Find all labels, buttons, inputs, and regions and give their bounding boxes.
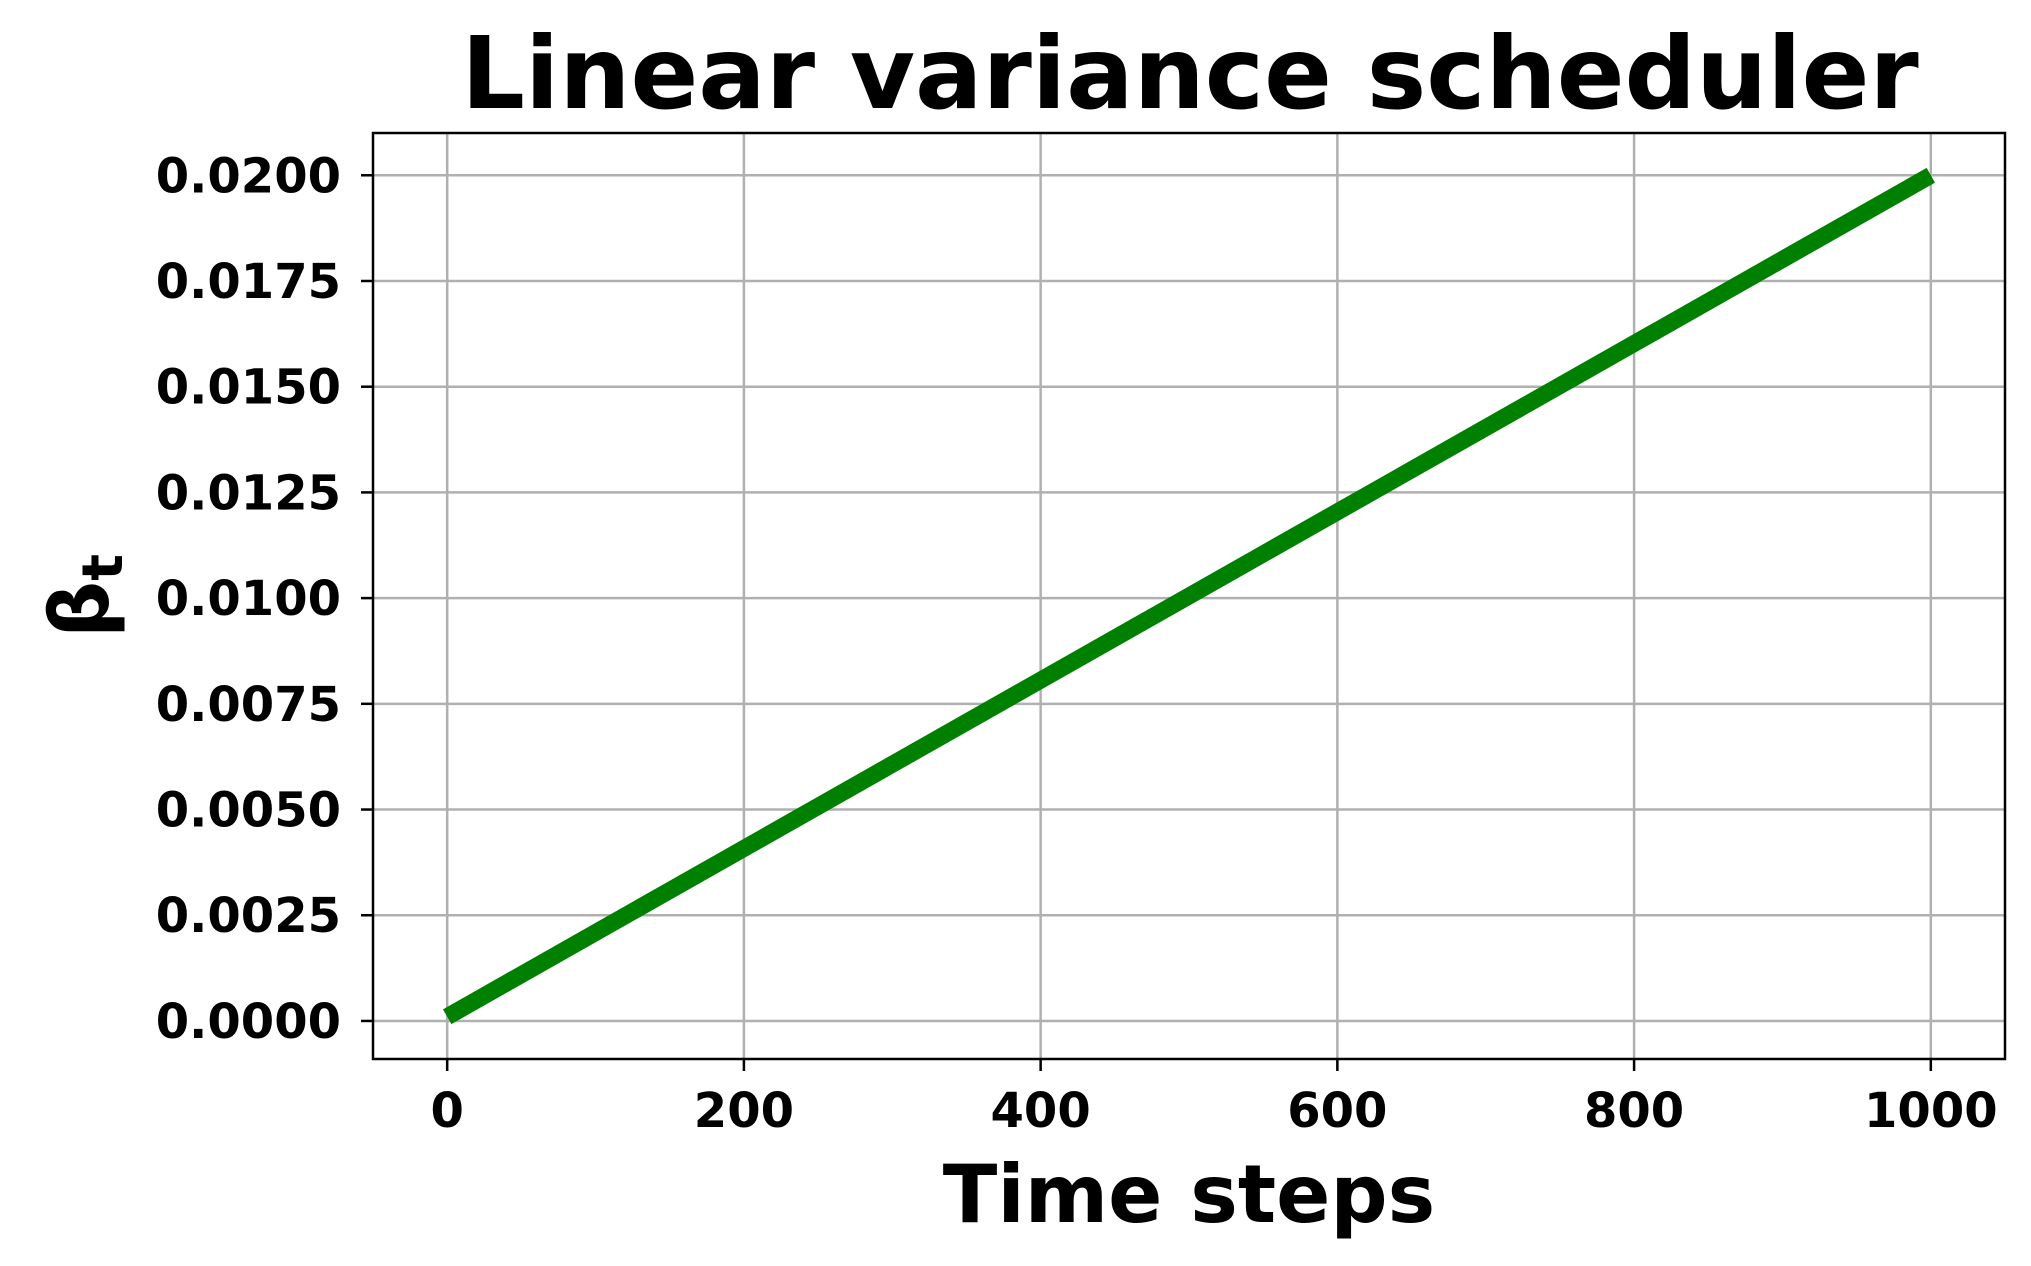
plot-frame (371, 131, 2007, 1061)
y-tick-label: 0.0000 (156, 994, 341, 1050)
x-axis-label: Time steps (943, 1148, 1435, 1241)
y-axis-label: βt (34, 554, 136, 638)
x-tick-label: 200 (694, 1083, 794, 1139)
series-line (442, 167, 1936, 1025)
y-axis-label-main: β (34, 581, 127, 638)
x-tick-label: 400 (991, 1083, 1091, 1139)
y-tick-label: 0.0175 (156, 254, 341, 310)
y-axis-label-subscript: t (71, 554, 136, 581)
y-tick-label: 0.0025 (156, 888, 341, 944)
plot-series (442, 167, 1936, 1025)
y-tick-label: 0.0200 (156, 148, 341, 204)
y-tick-label: 0.0075 (156, 677, 341, 733)
x-tick-label: 800 (1584, 1083, 1684, 1139)
y-tick-label: 0.0050 (156, 783, 341, 839)
y-tick-label: 0.0100 (156, 571, 341, 627)
y-tick-label: 0.0150 (156, 360, 341, 416)
x-tick-label: 600 (1287, 1083, 1387, 1139)
x-tick-label: 1000 (1864, 1083, 1998, 1139)
chart-title: Linear variance scheduler (461, 15, 1919, 132)
x-tick-label: 0 (430, 1083, 463, 1139)
axis-ticks: 0 200 400 600 800 1000 0.0000 0.0025 0.0050 0.007… (156, 148, 1998, 1139)
y-tick-label: 0.0125 (156, 465, 341, 521)
